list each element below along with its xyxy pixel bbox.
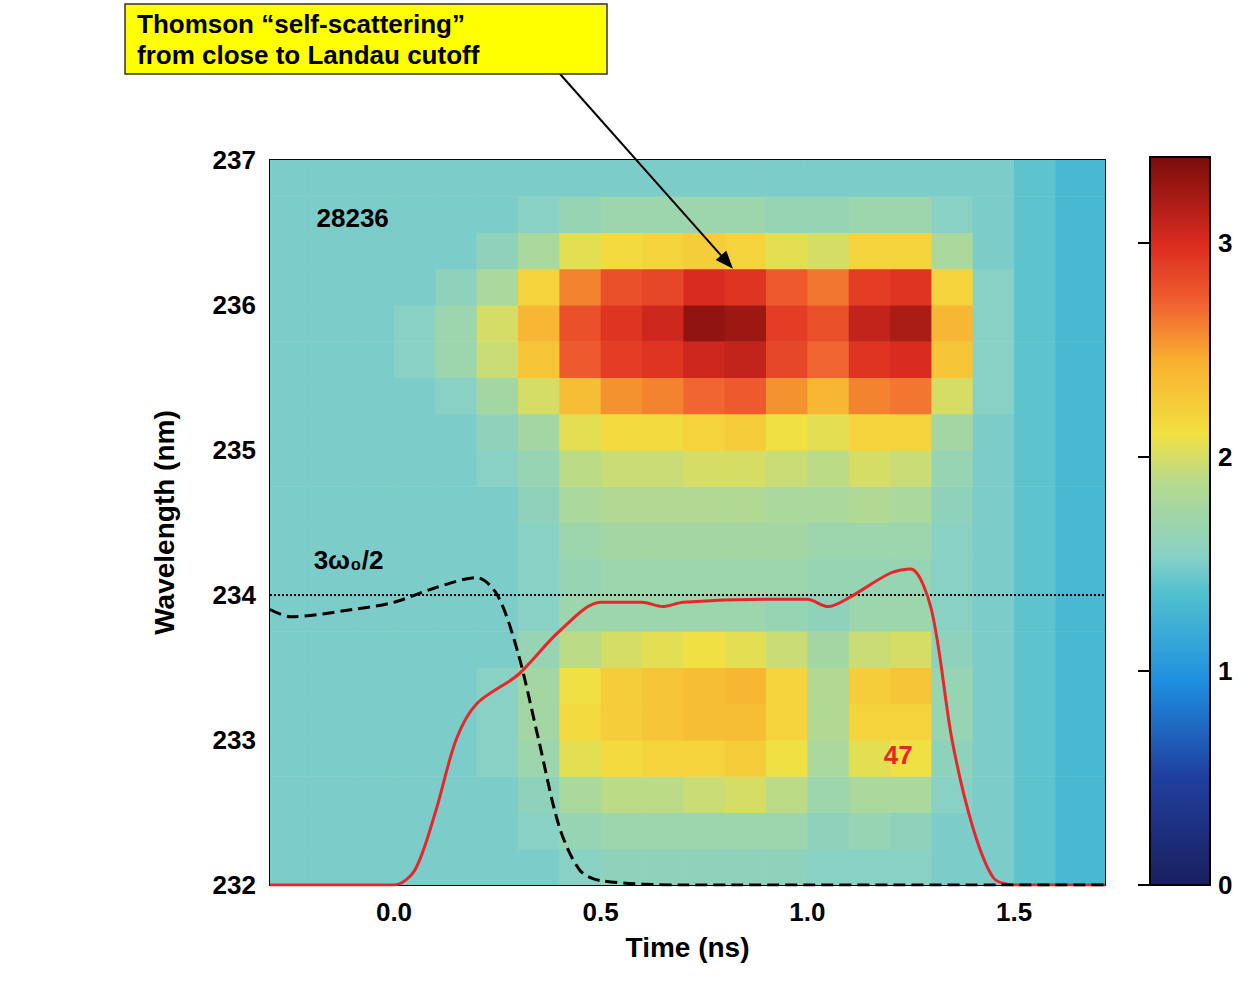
- svg-text:1: 1: [1218, 656, 1232, 686]
- svg-text:1.0: 1.0: [789, 897, 825, 927]
- svg-text:0.0: 0.0: [376, 897, 412, 927]
- svg-text:236: 236: [213, 290, 256, 320]
- svg-text:3: 3: [1218, 228, 1232, 258]
- svg-text:from close to Landau cutoff: from close to Landau cutoff: [137, 40, 480, 70]
- svg-text:237: 237: [213, 145, 256, 175]
- svg-text:0: 0: [1218, 870, 1232, 900]
- svg-text:3ω₀/2: 3ω₀/2: [314, 545, 384, 575]
- svg-text:1.5: 1.5: [996, 897, 1032, 927]
- svg-text:233: 233: [213, 725, 256, 755]
- svg-text:232: 232: [213, 870, 256, 900]
- svg-text:235: 235: [213, 435, 256, 465]
- svg-text:2: 2: [1218, 442, 1232, 472]
- svg-text:47: 47: [884, 740, 913, 770]
- svg-text:Thomson “self-scattering”: Thomson “self-scattering”: [137, 9, 465, 39]
- svg-text:234: 234: [213, 580, 257, 610]
- svg-text:Time (ns): Time (ns): [626, 932, 750, 963]
- svg-text:0.5: 0.5: [583, 897, 619, 927]
- svg-text:Wavelength (nm): Wavelength (nm): [149, 410, 180, 635]
- svg-text:28236: 28236: [317, 203, 389, 233]
